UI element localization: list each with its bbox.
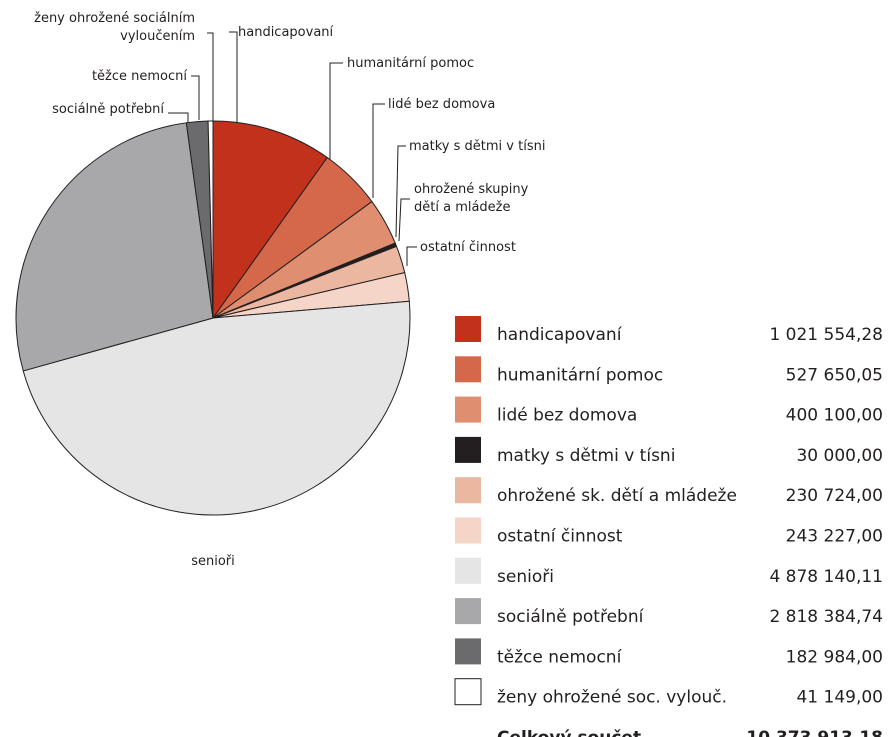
- total-label: Celkový součet: [497, 728, 641, 737]
- callout-label-tezce-nemocni: těžce nemocní: [92, 69, 187, 84]
- legend-label-lide-bez-domova: lidé bez domova: [497, 406, 637, 426]
- callout-leader-humanitarni-pomoc: [329, 62, 343, 160]
- legend-value-socialne-potrebni: 2 818 384,74: [769, 607, 883, 627]
- legend-value-ostatni-cinnost: 243 227,00: [786, 527, 883, 547]
- legend-label-socialne-potrebni: sociálně potřební: [497, 607, 645, 627]
- callout-label-humanitarni-pomoc: humanitární pomoc: [347, 56, 474, 71]
- callout-leader-tezce-nemocni: [191, 75, 200, 120]
- legend-swatch-humanitarni-pomoc: [455, 356, 481, 383]
- legend-swatch-handicapovani: [455, 316, 481, 342]
- legend-value-humanitarni-pomoc: 527 650,05: [786, 365, 883, 385]
- callout-leader-ostatni-cinnost: [406, 246, 417, 266]
- legend-label-handicapovani: handicapovaní: [497, 325, 623, 345]
- legend-swatch-zeny-ohrozene-soc-vylouc: [454, 678, 482, 706]
- legend-value-lide-bez-domova: 400 100,00: [786, 406, 883, 426]
- callout-label-matky-s-detmi-v-tisni: matky s dětmi v tísni: [409, 139, 545, 154]
- legend-swatch-ohrozene-sk-deti-a-mladeze: [455, 477, 481, 504]
- callout-leader-lide-bez-domova: [372, 103, 385, 198]
- callout-label-ostatni-cinnost: ostatní činnost: [420, 240, 516, 255]
- slice-seniori: [22, 300, 411, 516]
- legend-swatch-socialne-potrebni: [455, 598, 481, 625]
- callout-leader-socialne-potrebni: [168, 112, 189, 123]
- legend-swatch-tezce-nemocni: [455, 638, 481, 665]
- legend-value-seniori: 4 878 140,11: [769, 567, 883, 587]
- callout-leader-zeny-ohrozene-soc-vylouc: [207, 32, 214, 121]
- legend-label-matky-s-detmi-v-tisni: matky s dětmi v tísni: [497, 446, 675, 466]
- pie-slices: [15, 120, 411, 516]
- callout-label-zeny-ohrozene-soc-vylouc: ženy ohrožené sociálním vyloučením: [34, 11, 195, 44]
- legend-value-handicapovani: 1 021 554,28: [769, 325, 883, 345]
- slice-callouts: handicapovaní humanitární pomoc lidé bez d…: [34, 11, 545, 569]
- callout-leader-handicapovani: [229, 31, 238, 123]
- legend-value-ohrozene-sk-deti-a-mladeze: 230 724,00: [786, 486, 883, 506]
- legend-value-zeny-ohrozene-soc-vylouc: 41 149,00: [796, 688, 883, 708]
- callout-leader-ohrozene-sk-deti-a-mladeze: [398, 198, 410, 242]
- legend-label-zeny-ohrozene-soc-vylouc: ženy ohrožené soc. vylouč.: [497, 688, 727, 708]
- legend-value-matky-s-detmi-v-tisni: 30 000,00: [796, 446, 883, 466]
- legend-label-tezce-nemocni: těžce nemocní: [497, 647, 623, 667]
- legend-swatch-ostatni-cinnost: [455, 517, 481, 544]
- total-value: 10 373 913,18: [746, 728, 883, 737]
- legend-label-seniori: senioři: [497, 567, 554, 587]
- callout-leader-matky-s-detmi-v-tisni: [395, 145, 406, 238]
- legend-swatch-lide-bez-domova: [455, 396, 481, 423]
- slice-handicapovani: [212, 120, 328, 319]
- legend-value-tezce-nemocni: 182 984,00: [786, 647, 883, 667]
- legend-swatch-seniori: [455, 557, 481, 584]
- callout-label-lide-bez-domova: lidé bez domova: [388, 97, 495, 112]
- callout-label-handicapovani: handicapovaní: [238, 25, 334, 40]
- legend-label-humanitarni-pomoc: humanitární pomoc: [497, 365, 663, 385]
- callout-label-ohrozene-sk-deti-a-mladeze: ohrožené skupiny dětí a mládeže: [414, 182, 529, 215]
- legend-label-ohrozene-sk-deti-a-mladeze: ohrožené sk. dětí a mládeže: [497, 486, 737, 506]
- slice-socialne-potrebni: [15, 122, 214, 372]
- legend: handicapovaní 1 021 554,28 humanitární pom…: [454, 316, 883, 737]
- callout-label-seniori: senioři: [191, 554, 235, 569]
- legend-label-ostatni-cinnost: ostatní činnost: [497, 527, 623, 547]
- callout-label-socialne-potrebni: sociálně potřební: [52, 102, 164, 117]
- legend-swatch-matky-s-detmi-v-tisni: [455, 436, 481, 463]
